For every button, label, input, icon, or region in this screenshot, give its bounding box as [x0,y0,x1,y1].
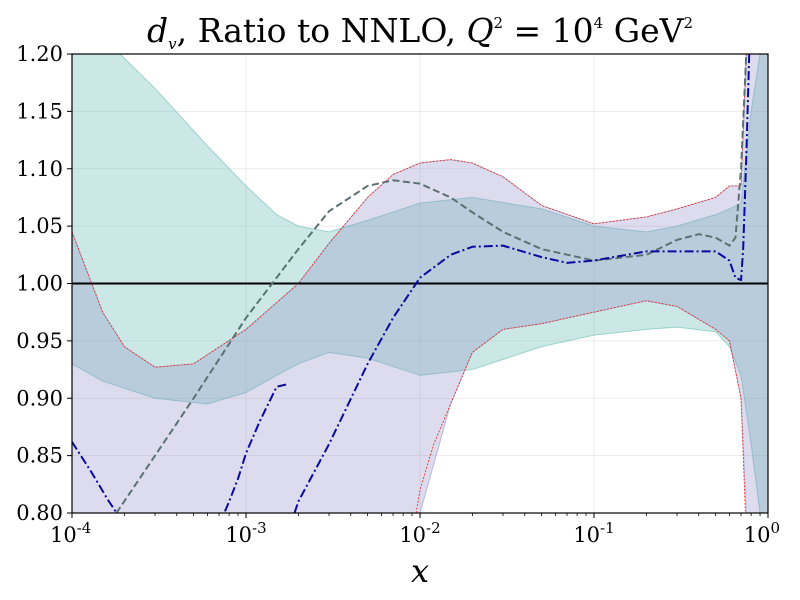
y-tick-label: 1.00 [16,272,63,296]
x-tick-label: 10-3 [225,519,266,547]
y-tick-label: 1.20 [16,42,63,66]
x-tick-label: 10-4 [50,519,91,547]
title-mid: , Ratio to NNLO, [177,11,467,50]
title-q: Q [466,11,493,50]
x-tick-exponent: -1 [600,519,615,537]
series-lines [72,54,751,513]
x-tick-base: 10 [744,523,771,547]
blue-dashdot-line-main [293,54,751,513]
x-tick-exponent: -4 [77,519,92,537]
title-var: d [147,11,168,50]
x-tick-label: 10-1 [573,519,614,547]
x-tick-base: 10 [399,523,426,547]
title-eq-exp: 4 [594,14,604,32]
x-tick-label: 10-2 [399,519,440,547]
title-eq: = 10 [503,11,594,50]
y-tick-label: 0.80 [16,501,63,525]
title-unit: GeV [603,11,684,50]
x-tick-exponent: 0 [770,519,780,537]
title-q-exp: 2 [494,14,504,32]
red-upper-edge [72,54,747,368]
x-axis-label: x [411,552,429,590]
chart-title: dv, Ratio to NNLO, Q2 = 104 GeV2 [147,11,693,53]
y-tick-label: 0.85 [16,444,63,468]
x-tick-base: 10 [50,523,77,547]
y-tick-label: 1.05 [16,214,63,238]
axis-ticks: 0.800.850.900.951.001.051.101.151.2010-4… [16,42,780,547]
x-tick-base: 10 [573,523,600,547]
x-tick-label: 100 [744,519,780,547]
y-tick-label: 1.10 [16,157,63,181]
title-unit-exp: 2 [683,14,693,32]
x-tick-exponent: -2 [426,519,441,537]
title-var-sub: v [168,35,177,53]
red-lower-edge [415,300,746,513]
y-tick-label: 0.95 [16,329,63,353]
x-tick-exponent: -3 [252,519,267,537]
y-tick-label: 1.15 [16,99,63,123]
y-tick-label: 0.90 [16,386,63,410]
x-tick-base: 10 [225,523,252,547]
